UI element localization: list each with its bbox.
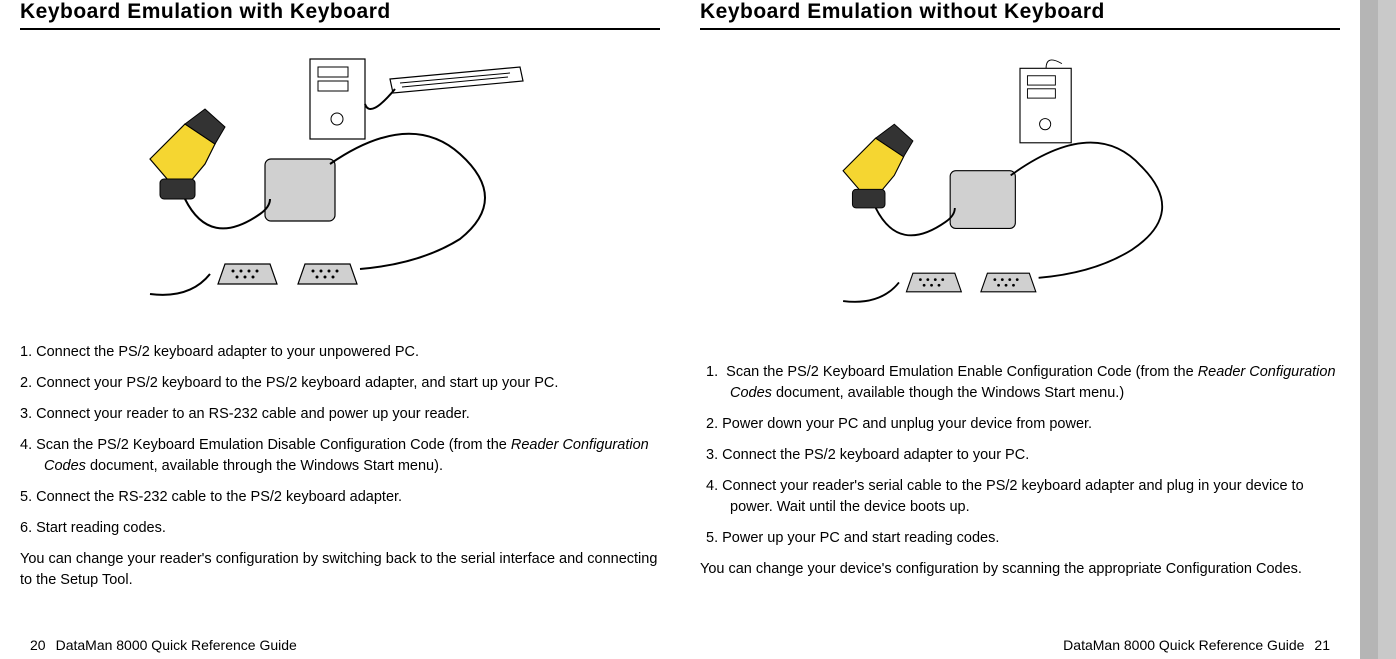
left-page: Keyboard Emulation with Keyboard xyxy=(0,0,680,659)
left-diagram xyxy=(20,44,660,324)
two-page-spread: Keyboard Emulation with Keyboard xyxy=(0,0,1360,659)
right-footer-text: DataMan 8000 Quick Reference Guide xyxy=(1063,637,1304,653)
right-step-2: 2. Power down your PC and unplug your de… xyxy=(700,414,1340,435)
right-page: Keyboard Emulation without Keyboard xyxy=(680,0,1360,659)
right-step-1: 1. Scan the PS/2 Keyboard Emulation Enab… xyxy=(700,362,1340,404)
side-tab-dark xyxy=(1360,0,1378,659)
left-page-number: 20 xyxy=(30,637,46,653)
left-step-4: 4. Scan the PS/2 Keyboard Emulation Disa… xyxy=(20,435,660,477)
right-diagram xyxy=(700,44,1340,344)
emulation-without-keyboard-diagram xyxy=(790,59,1250,329)
left-step-2: 2. Connect your PS/2 keyboard to the PS/… xyxy=(20,373,660,394)
right-footer: DataMan 8000 Quick Reference Guide 21 xyxy=(1063,637,1340,653)
right-step-3: 3. Connect the PS/2 keyboard adapter to … xyxy=(700,445,1340,466)
left-footer: 20 DataMan 8000 Quick Reference Guide xyxy=(20,637,297,653)
right-step-4: 4. Connect your reader's serial cable to… xyxy=(700,476,1340,518)
right-page-number: 21 xyxy=(1314,637,1330,653)
right-note: You can change your device's configurati… xyxy=(700,559,1340,580)
right-step-5: 5. Power up your PC and start reading co… xyxy=(700,528,1340,549)
left-step-3: 3. Connect your reader to an RS-232 cabl… xyxy=(20,404,660,425)
left-footer-text: DataMan 8000 Quick Reference Guide xyxy=(56,637,297,653)
right-instructions: 1. Scan the PS/2 Keyboard Emulation Enab… xyxy=(700,362,1340,580)
left-step-1: 1. Connect the PS/2 keyboard adapter to … xyxy=(20,342,660,363)
left-step-5: 5. Connect the RS-232 cable to the PS/2 … xyxy=(20,487,660,508)
side-tab-light xyxy=(1378,0,1396,659)
left-title: Keyboard Emulation with Keyboard xyxy=(20,0,660,30)
left-step-6: 6. Start reading codes. xyxy=(20,518,660,539)
left-instructions: 1. Connect the PS/2 keyboard adapter to … xyxy=(20,342,660,591)
emulation-with-keyboard-diagram xyxy=(110,49,570,319)
left-note: You can change your reader's configurati… xyxy=(20,549,660,591)
right-title: Keyboard Emulation without Keyboard xyxy=(700,0,1340,30)
